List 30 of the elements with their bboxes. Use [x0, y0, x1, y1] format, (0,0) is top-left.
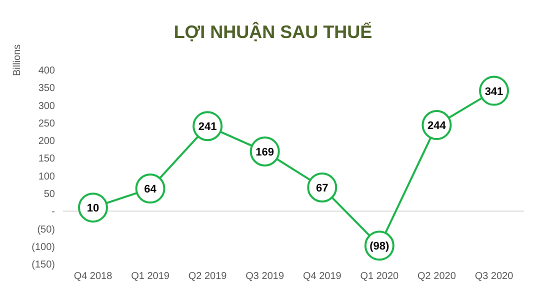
- y-tick-label: (100): [32, 242, 55, 253]
- y-tick-label: (150): [32, 260, 55, 271]
- data-label: 341: [484, 86, 504, 98]
- y-tick-label: 100: [38, 171, 56, 182]
- x-tick-label: Q1 2020: [360, 271, 400, 282]
- y-tick-label: -: [52, 206, 55, 218]
- x-tick-label: Q3 2020: [474, 271, 514, 282]
- data-label: 64: [144, 184, 158, 196]
- y-tick-label: 200: [38, 136, 56, 148]
- y-tick-label: 250: [38, 118, 56, 130]
- data-label: 169: [256, 146, 274, 158]
- x-tick-label: Q2 2019: [188, 271, 228, 282]
- x-tick-label: Q1 2019: [131, 271, 170, 282]
- data-label: (98): [370, 240, 390, 253]
- x-tick-label: Q3 2019: [246, 271, 284, 282]
- y-tick-label: 300: [38, 100, 56, 112]
- y-tick-label: 350: [38, 83, 56, 94]
- data-label: 244: [428, 120, 447, 132]
- x-tick-label: Q4 2019: [302, 271, 342, 282]
- chart-title: LỢI NHUẬN SAU THUẾ: [172, 22, 374, 43]
- x-tick-label: Q4 2018: [74, 271, 113, 282]
- y-tick-label: 150: [38, 154, 56, 165]
- data-label: 241: [198, 121, 217, 134]
- y-axis-title: Billions: [12, 43, 24, 76]
- y-tick-label: 50: [44, 189, 56, 200]
- x-tick-label: Q2 2020: [418, 271, 456, 282]
- data-label: 67: [316, 182, 328, 194]
- y-tick-label: (50): [37, 224, 55, 236]
- y-tick-label: 400: [38, 66, 56, 77]
- data-label: 10: [86, 202, 100, 215]
